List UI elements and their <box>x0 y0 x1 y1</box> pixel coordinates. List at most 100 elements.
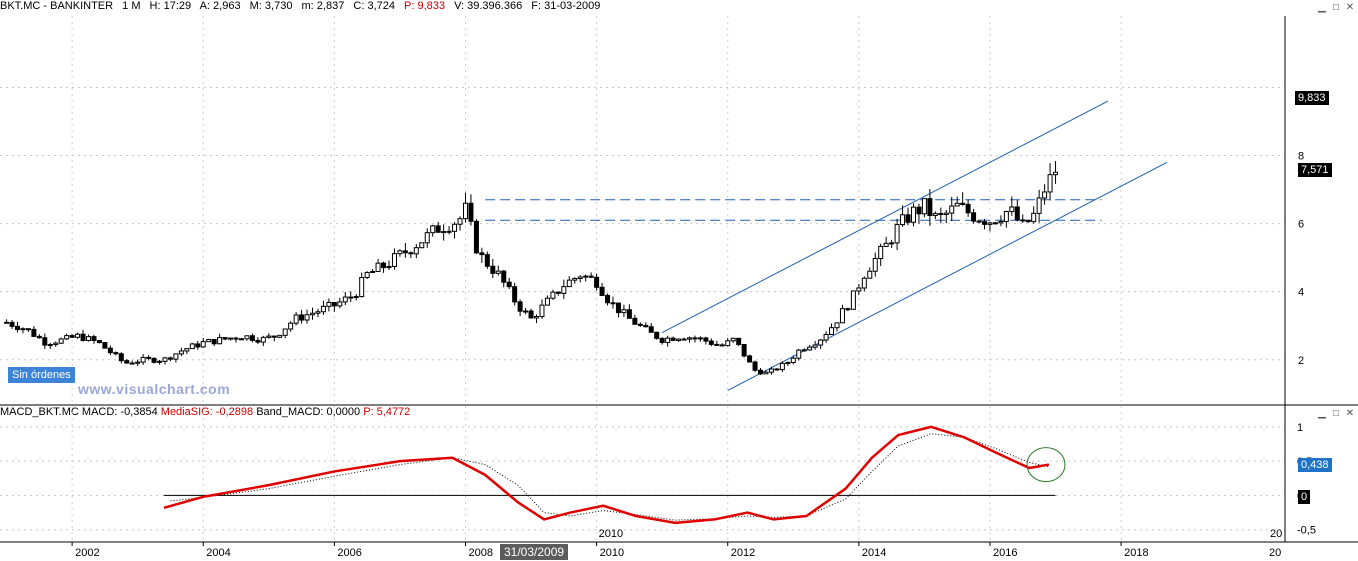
candle-body <box>845 308 851 311</box>
minimize-icon[interactable]: ▁ <box>1318 2 1326 13</box>
candle-body <box>277 334 283 338</box>
signal-value: MediaSIG: -0,2898 <box>160 406 254 418</box>
candle-body <box>719 344 725 347</box>
macd-minimize-icon[interactable]: ▁ <box>1318 408 1326 419</box>
candle-body <box>195 343 201 348</box>
candle-body <box>271 335 277 338</box>
candle-body <box>91 336 97 342</box>
candle-body <box>561 286 567 294</box>
candle-body <box>217 337 223 345</box>
x-tick-label: 2014 <box>862 547 886 559</box>
candle-body <box>167 357 173 360</box>
candle-body <box>9 321 15 327</box>
candle-body <box>801 349 807 352</box>
candle-body <box>162 357 168 362</box>
candle-body <box>342 296 348 303</box>
candle-body <box>501 270 507 283</box>
candle-body <box>495 270 501 274</box>
candle-body <box>812 344 818 348</box>
candle-body <box>1031 212 1037 223</box>
price-tick-label: 8 <box>1298 151 1304 163</box>
macd-zero-badge: 0 <box>1298 490 1311 504</box>
p-label: P: 9,833 <box>404 0 446 12</box>
candle-body <box>610 302 616 305</box>
candle-body <box>102 342 108 349</box>
candle-body <box>58 338 64 344</box>
macd-tick-label: -0,5 <box>1297 525 1316 537</box>
candle-body <box>949 205 955 214</box>
max-label: M: 3,730 <box>249 0 293 12</box>
candle-body <box>419 242 425 249</box>
candle-body <box>397 250 403 255</box>
candle-body <box>654 331 660 339</box>
candle-body <box>905 214 911 223</box>
candle-body <box>965 203 971 214</box>
candle-body <box>621 309 627 314</box>
candle-body <box>632 317 638 325</box>
x-tick-label: 2006 <box>337 547 361 559</box>
candle-body <box>708 340 714 345</box>
candle-body <box>697 337 703 340</box>
macd-close-icon[interactable]: ✕ <box>1345 408 1355 419</box>
candle-body <box>320 305 326 313</box>
candle-body <box>408 252 414 255</box>
candle-body <box>670 337 676 341</box>
candle-body <box>599 286 605 296</box>
candle-body <box>381 262 387 269</box>
candle-body <box>954 202 960 207</box>
cursor-date-badge: 31/03/2009 <box>500 544 569 560</box>
price-tick-label: 2 <box>1298 355 1304 367</box>
candle-body <box>446 230 452 233</box>
candle-body <box>960 202 966 205</box>
macd-p-value: P: 5,4772 <box>363 406 411 418</box>
candle-body <box>758 369 764 375</box>
candle-body <box>206 339 212 343</box>
macd-grid <box>0 426 1285 531</box>
orders-status-button[interactable]: Sin órdenes <box>8 367 75 383</box>
macd-series <box>163 425 1066 525</box>
close-icon[interactable]: ✕ <box>1345 2 1355 13</box>
candle-body <box>834 322 840 329</box>
min-label: m: 2,837 <box>301 0 345 12</box>
maximize-icon[interactable]: □ <box>1332 2 1340 13</box>
candle-body <box>927 198 933 216</box>
period-label: 1 M <box>122 0 141 12</box>
candle-body <box>233 337 239 340</box>
band-value: Band_MACD: 0,0000 <box>256 406 361 418</box>
candle-body <box>1020 219 1026 222</box>
candle-body <box>506 281 512 288</box>
candle-body <box>889 242 895 245</box>
x-tick-label-right: 20 <box>1269 547 1281 559</box>
candle-body <box>878 245 884 259</box>
candle-body <box>266 335 272 338</box>
candle-body <box>512 286 518 303</box>
candle-body <box>310 312 316 316</box>
macd-line <box>163 425 1050 525</box>
candle-body <box>790 357 796 363</box>
candle-body <box>539 304 545 318</box>
candle-body <box>823 334 829 341</box>
candle-body <box>140 356 146 363</box>
top-price-badge: 9,833 <box>1295 91 1329 105</box>
last-price-badge: 7,571 <box>1298 163 1332 177</box>
candle-body <box>932 213 938 216</box>
close-label: C: 3,724 <box>353 0 395 12</box>
candle-body <box>53 342 59 346</box>
macd-name: MACD_BKT.MC <box>0 406 79 418</box>
x-tick-label: 2016 <box>993 547 1017 559</box>
candle-body <box>424 232 430 244</box>
candle-body <box>736 337 742 345</box>
candle-body <box>872 257 878 272</box>
candle-body <box>282 328 288 336</box>
candle-body <box>594 276 600 288</box>
candle-body <box>534 316 540 319</box>
candle-body <box>80 333 86 341</box>
candle-body <box>4 321 10 324</box>
macd-maximize-icon[interactable]: □ <box>1332 408 1340 419</box>
candle-body <box>550 291 556 299</box>
candle-body <box>785 361 791 364</box>
candle-body <box>741 343 747 357</box>
x-mid-label: 2010 <box>599 528 623 540</box>
